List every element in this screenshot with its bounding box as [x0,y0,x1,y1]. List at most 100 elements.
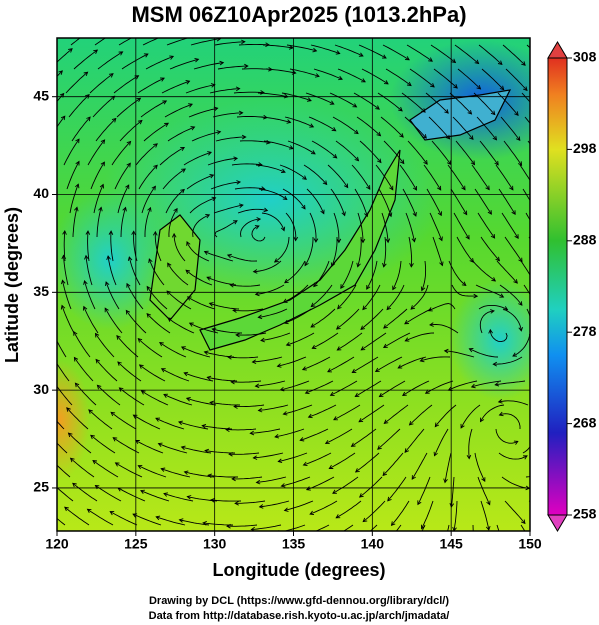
streamline-arrow [126,162,131,168]
streamline-arrow [238,203,244,208]
streamline-arrow [146,313,152,318]
streamline-arrow [280,168,286,174]
streamline [306,188,325,214]
streamline [251,524,282,531]
streamline [22,405,40,429]
streamline-arrow [406,81,412,87]
streamline [313,68,343,80]
streamline-arrow [93,49,99,54]
streamline-arrow [84,254,89,260]
streamline [493,356,523,365]
streamline [213,204,243,214]
streamline [97,51,123,70]
streamline [375,356,403,372]
streamline-arrow [111,117,117,123]
streamline [406,44,433,62]
streamline-arrow [330,262,336,268]
streamline [189,197,216,214]
streamline [118,38,133,46]
streamline [145,55,174,70]
streamline-arrow [387,212,393,218]
streamline-arrow [60,304,66,310]
streamline [110,411,137,430]
streamline-arrow [257,314,263,320]
streamline-arrow [404,448,409,454]
streamline [166,290,192,310]
streamline [107,256,117,286]
streamline-arrow [382,54,387,59]
streamline-arrow [186,296,192,301]
streamline-arrow [138,364,144,369]
streamline-arrow [343,183,349,189]
streamline [74,357,94,382]
streamline [480,404,505,422]
land-japan [199,149,401,351]
streamline [57,385,73,406]
streamline-arrow [114,462,120,467]
streamline [283,284,309,303]
streamline [282,188,306,210]
streamline [429,212,443,241]
streamline-arrow [194,57,200,63]
streamline [409,68,435,88]
streamline [405,212,415,242]
streamline [235,500,266,504]
streamline [275,428,305,438]
streamline [57,115,66,128]
streamline-arrow [256,217,262,222]
streamline [340,260,354,289]
streamline-arrow [491,277,497,282]
streamline [369,524,378,531]
streamline-arrow [235,86,241,92]
streamline-arrow [252,269,258,274]
streamline-arrow [241,134,247,140]
streamline [140,490,170,502]
streamline [383,236,387,267]
streamline [361,68,389,85]
streamline [305,380,334,394]
streamline-arrow [60,279,66,285]
streamline-arrow [207,473,212,479]
streamline-arrow [537,235,540,239]
streamline-arrow [429,322,434,327]
streamline [309,212,317,243]
streamline-arrow [122,206,127,212]
streamline [135,143,158,166]
streamline [255,380,286,387]
streamline-arrow [188,103,193,108]
streamline [96,207,102,238]
streamline [163,493,194,502]
streamline [522,188,530,202]
streamline-arrow [42,505,46,509]
y-tick-label: 45 [33,87,49,103]
streamline-arrow [313,238,319,243]
streamline [460,404,481,429]
streamline [352,356,379,373]
streamline-arrow [51,184,55,188]
streamline [303,164,328,185]
streamline-arrow [461,185,466,191]
streamline [337,284,357,310]
streamline-arrow [470,383,476,389]
streamline-arrow [516,136,521,142]
streamline-arrow [398,106,403,112]
streamline-arrow [511,210,516,215]
x-tick-label: 145 [439,536,463,552]
streamline [426,188,442,216]
streamline [64,506,90,526]
streamline-arrow [312,47,318,53]
streamline-arrow [83,279,88,285]
streamline [258,308,288,318]
streamline [263,140,294,150]
streamline [120,207,127,238]
streamline-arrow [288,145,294,150]
streamline-arrow [232,220,238,225]
streamline [116,335,139,358]
streamline-arrow [241,39,246,45]
streamline-arrow [167,33,171,37]
streamline-arrow [73,330,78,336]
streamline-arrow [354,156,360,162]
streamline-arrow [468,348,474,353]
streamline [357,212,364,243]
streamline [472,260,496,282]
